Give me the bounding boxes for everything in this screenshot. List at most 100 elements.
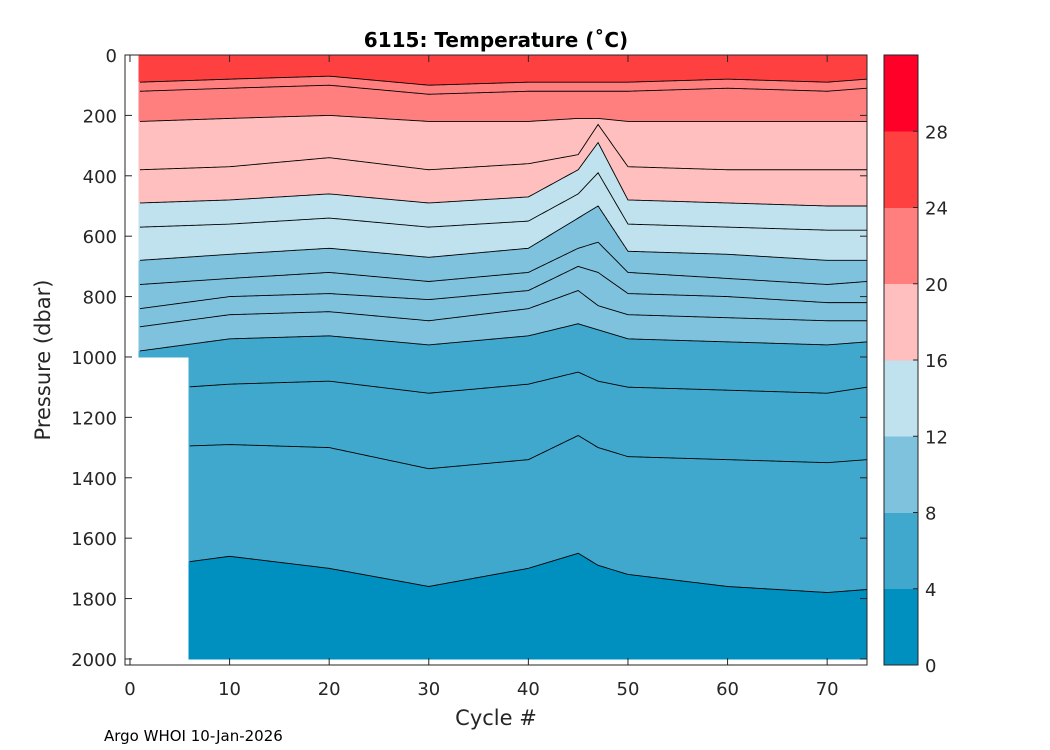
temperature-band-cell — [380, 222, 384, 254]
temperature-band-cell — [766, 318, 770, 344]
temperature-band-cell — [325, 335, 329, 382]
temperature-band-cell — [801, 205, 805, 230]
temperature-band-cell — [417, 226, 421, 257]
temperature-band-cell — [400, 91, 404, 121]
temperature-band-cell — [676, 121, 680, 169]
temperature-band-cell — [375, 198, 379, 223]
temperature-band-cell — [743, 342, 747, 392]
temperature-band-cell — [669, 168, 673, 202]
temperature-band-cell — [464, 93, 468, 122]
temperature-band-cell — [571, 373, 576, 439]
temperature-band-cell — [706, 459, 710, 585]
temperature-band-cell — [310, 194, 314, 220]
temperature-band-cell — [432, 344, 436, 394]
temperature-band-cell — [477, 295, 481, 316]
temperature-band-cell — [395, 254, 399, 279]
temperature-band-cell — [776, 299, 780, 320]
temperature-band-cell — [771, 343, 775, 392]
temperature-band-cell — [853, 205, 857, 231]
temperature-band-cell — [693, 389, 698, 460]
temperature-band-cell — [265, 87, 269, 118]
temperature-band-cell — [756, 80, 760, 90]
temperature-band-cell — [860, 281, 864, 304]
temperature-band-cell — [828, 392, 832, 463]
temperature-band-cell — [253, 383, 257, 446]
temperature-band-cell — [238, 165, 242, 200]
temperature-band-cell — [659, 294, 663, 317]
temperature-band-cell — [168, 282, 172, 306]
temperature-band-cell — [205, 317, 210, 343]
temperature-band-cell — [235, 118, 239, 167]
temperature-band-cell — [566, 199, 571, 225]
temperature-band-cell — [203, 280, 207, 301]
temperature-band-cell — [342, 116, 346, 160]
temperature-band-cell — [576, 372, 581, 436]
temperature-band-cell — [380, 296, 384, 317]
temperature-band-cell — [477, 388, 481, 465]
temperature-band-cell — [801, 81, 805, 91]
temperature-band-cell — [763, 80, 767, 90]
temperature-band-cell — [651, 81, 655, 91]
temperature-band-cell — [853, 320, 857, 344]
temperature-band-cell — [457, 121, 461, 169]
temperature-band-cell — [768, 589, 772, 660]
temperature-band-cell — [151, 306, 155, 326]
temperature-band-cell — [181, 321, 185, 346]
temperature-band-cell — [557, 91, 561, 121]
temperature-band-cell — [833, 283, 837, 304]
temperature-band-cell — [686, 55, 690, 81]
temperature-band-cell — [806, 392, 810, 463]
temperature-band-cell — [549, 234, 553, 262]
temperature-band-cell — [487, 294, 491, 314]
temperature-band-cell — [245, 165, 249, 200]
temperature-band-cell — [497, 275, 501, 294]
temperature-band-cell — [168, 120, 172, 170]
temperature-band-cell — [487, 121, 491, 167]
temperature-band-cell — [469, 341, 473, 390]
temperature-band-cell — [614, 384, 618, 454]
temperature-band-cell — [514, 221, 518, 250]
temperature-band-cell — [741, 279, 745, 298]
temperature-band-cell — [158, 169, 162, 203]
temperature-band-cell — [549, 378, 553, 450]
temperature-band-cell — [773, 319, 777, 344]
temperature-band-cell — [676, 80, 680, 91]
temperature-band-cell — [305, 219, 309, 251]
temperature-band-cell — [315, 273, 319, 295]
temperature-band-cell — [522, 164, 526, 198]
temperature-band-cell — [718, 296, 722, 318]
temperature-band-cell — [644, 90, 648, 122]
temperature-band-cell — [768, 343, 772, 392]
temperature-band-cell — [509, 82, 513, 93]
temperature-band-cell — [215, 79, 219, 90]
temperature-band-cell — [793, 81, 797, 91]
temperature-band-cell — [813, 259, 817, 285]
temperature-band-cell — [435, 344, 439, 393]
temperature-band-cell — [143, 121, 147, 170]
temperature-band-cell — [288, 161, 292, 197]
temperature-band-cell — [644, 273, 648, 295]
temperature-band-cell — [487, 313, 491, 340]
temperature-band-cell — [629, 456, 633, 576]
temperature-band-cell — [387, 460, 391, 580]
temperature-band-cell — [549, 208, 553, 236]
temperature-band-cell — [308, 336, 312, 383]
temperature-band-cell — [791, 590, 795, 660]
temperature-band-cell — [235, 78, 239, 89]
temperature-band-cell — [566, 271, 571, 295]
temperature-band-cell — [290, 86, 294, 117]
temperature-band-cell — [146, 349, 150, 358]
temperature-band-cell — [713, 88, 717, 122]
temperature-band-cell — [815, 90, 820, 122]
temperature-band-cell — [181, 120, 185, 169]
temperature-band-cell — [741, 55, 745, 81]
temperature-band-cell — [360, 454, 364, 575]
temperature-band-cell — [661, 457, 665, 580]
temperature-band-cell — [848, 590, 852, 660]
temperature-band-cell — [280, 562, 284, 660]
temperature-band-cell — [345, 383, 349, 452]
temperature-band-cell — [205, 341, 210, 387]
temperature-band-cell — [489, 293, 493, 314]
temperature-band-cell — [270, 295, 274, 314]
temperature-band-cell — [186, 257, 190, 282]
